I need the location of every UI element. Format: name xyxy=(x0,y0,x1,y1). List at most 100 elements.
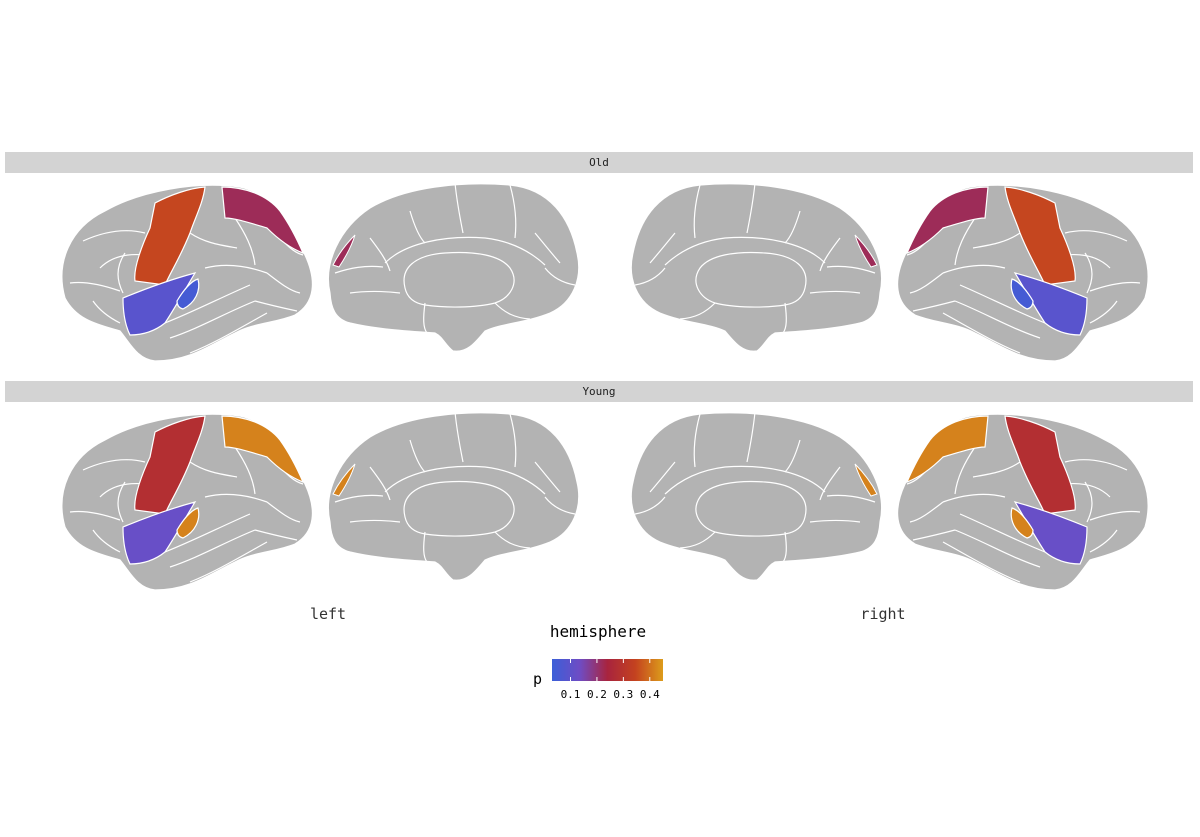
parcel-border xyxy=(204,264,268,274)
parcel-border xyxy=(649,461,676,493)
parcel-border xyxy=(92,529,121,553)
region-transversetemporal xyxy=(176,278,200,310)
parcel-border xyxy=(819,466,841,501)
parcel-border xyxy=(1089,529,1118,553)
parcel-border xyxy=(1089,300,1118,324)
parcel-border xyxy=(189,461,238,478)
medial-brain-outline xyxy=(630,412,883,581)
parcel-border xyxy=(782,302,787,334)
parcel-border xyxy=(423,302,428,334)
region-superiortemporal xyxy=(122,501,197,565)
parcel-border xyxy=(634,267,666,286)
legend-tick-label: 0.3 xyxy=(613,688,633,701)
parcel-border xyxy=(544,496,576,515)
brain-panel-old xyxy=(61,182,1149,362)
region-precentral xyxy=(134,415,206,515)
parcel-border xyxy=(494,302,531,320)
parcel-border xyxy=(409,210,426,244)
parcel-border xyxy=(334,494,384,503)
legend-tick-label: 0.4 xyxy=(640,688,660,701)
parcel-border xyxy=(164,513,251,553)
parcel-border xyxy=(809,290,861,294)
region-superiortemporal xyxy=(122,272,197,336)
brain-panel-young xyxy=(61,411,1149,591)
parcel-border xyxy=(544,267,576,286)
parcel-border xyxy=(912,529,956,541)
parcel-border xyxy=(534,232,561,264)
parcel-border xyxy=(409,439,426,473)
parcel-border xyxy=(1084,481,1093,523)
parcel-border xyxy=(679,302,716,320)
legend-colorbar xyxy=(552,659,663,681)
parcel-border xyxy=(189,232,238,249)
parcel-border xyxy=(254,529,298,541)
region-superiorparietal xyxy=(905,415,989,484)
region-superiorparietal xyxy=(905,186,989,255)
parcel-border xyxy=(349,519,401,523)
parcel-border xyxy=(909,501,944,523)
region-precentral xyxy=(1004,186,1076,286)
parcel-border xyxy=(809,519,861,523)
color-legend: p 0.1 0.2 0.3 0.4 xyxy=(533,659,663,701)
parcel-border xyxy=(959,513,1046,553)
parcel-border xyxy=(954,217,976,266)
medial-brain-outline xyxy=(327,183,580,352)
region-transversetemporal xyxy=(1010,507,1034,539)
parcel-border xyxy=(664,236,826,266)
medial-brain-outline xyxy=(327,412,580,581)
region-superiorparietal xyxy=(221,186,305,255)
facet-strip-old: Old xyxy=(5,152,1193,173)
parcel-border xyxy=(826,265,876,274)
region-superiortemporal xyxy=(1013,501,1088,565)
parcel-border xyxy=(117,481,126,523)
parcel-border xyxy=(664,465,826,495)
parcel-border xyxy=(234,446,256,495)
x-tick-right: right xyxy=(860,605,906,623)
parcel-border xyxy=(169,529,256,568)
parcel-border xyxy=(942,312,1021,354)
parcel-border xyxy=(693,184,701,239)
parcel-border xyxy=(1064,459,1128,471)
parcel-border xyxy=(69,510,121,521)
legend-tick-label: 0.2 xyxy=(587,688,607,701)
parcel-border xyxy=(117,252,126,294)
parcel-border xyxy=(509,184,517,239)
parcel-border xyxy=(266,272,301,294)
parcel-border xyxy=(746,182,756,234)
legend-tick-label: 0.1 xyxy=(561,688,581,701)
parcel-border xyxy=(266,501,301,523)
region-precentral xyxy=(1004,415,1076,515)
parcel-border xyxy=(254,300,298,312)
parcel-border xyxy=(826,494,876,503)
parcel-border xyxy=(1084,252,1093,294)
parcel-border xyxy=(369,466,391,501)
parcel-border xyxy=(784,439,801,473)
parcel-border xyxy=(509,413,517,468)
x-axis-title: hemisphere xyxy=(549,622,647,641)
parcel-border xyxy=(782,531,787,563)
parcel-border xyxy=(82,230,146,242)
parcel-border xyxy=(189,312,268,354)
parcel-border xyxy=(534,461,561,493)
region-superiorparietal-medial xyxy=(854,463,878,497)
parcel-border xyxy=(384,465,546,495)
facet-strip-young: Young xyxy=(5,381,1193,402)
region-precentral xyxy=(134,186,206,286)
parcel-border xyxy=(634,496,666,515)
parcel-border xyxy=(1089,281,1141,292)
region-superiorparietal-medial xyxy=(332,234,356,268)
region-transversetemporal xyxy=(1010,278,1034,310)
region-transversetemporal xyxy=(176,507,200,539)
facet-label-old: Old xyxy=(589,156,609,169)
parcel-border xyxy=(494,531,531,549)
parcel-border xyxy=(384,236,546,266)
parcel-border xyxy=(204,493,268,503)
parcel-border xyxy=(454,411,464,463)
region-superiorparietal-medial xyxy=(332,463,356,497)
parcel-border xyxy=(82,459,146,471)
parcel-border xyxy=(912,300,956,312)
parcel-border xyxy=(649,232,676,264)
parcel-border xyxy=(423,531,428,563)
parcel-border xyxy=(369,237,391,272)
parcel-border xyxy=(234,217,256,266)
